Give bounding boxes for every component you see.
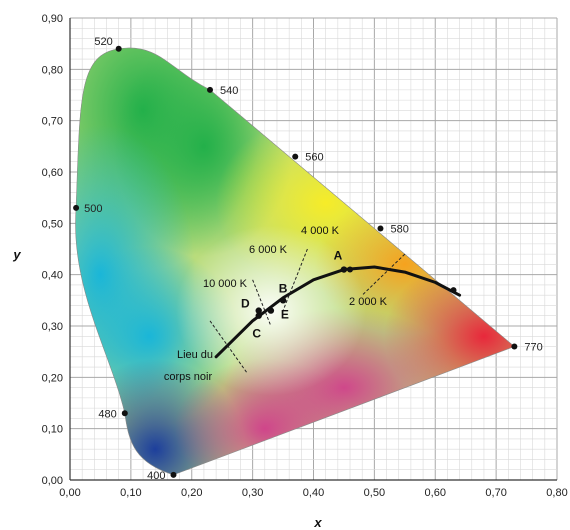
y-tick-label: 0,80: [42, 64, 63, 76]
wavelength-point: [511, 343, 518, 350]
wavelength-point: [292, 153, 299, 160]
wavelength-point: [207, 86, 214, 93]
illuminant-point: [255, 312, 262, 319]
x-tick-label: 0,80: [546, 487, 567, 499]
locus-point: [347, 266, 354, 273]
illuminant-label: E: [281, 308, 289, 322]
x-tick-label: 0,30: [242, 487, 263, 499]
y-tick-label: 0,60: [42, 167, 63, 179]
y-tick-label: 0,40: [42, 270, 63, 282]
wavelength-label: 400: [147, 470, 165, 482]
x-tick-label: 0,40: [303, 487, 324, 499]
isotherm-line: [282, 248, 308, 311]
y-tick-label: 0,00: [42, 475, 63, 487]
locus-point: [450, 287, 457, 294]
illuminant-label: D: [241, 297, 250, 311]
x-tick-label: 0,70: [485, 487, 506, 499]
isotherm-label: 2 000 K: [349, 296, 388, 308]
isotherm-label: 6 000 K: [249, 244, 288, 256]
x-axis-label: x: [313, 515, 322, 530]
marks: 400 480 500 520 540 560 580 770 A B C D E: [73, 36, 543, 482]
illuminant-point: [279, 297, 287, 304]
illuminant-point: [340, 266, 348, 273]
y-tick-label: 0,10: [42, 424, 63, 436]
x-tick-label: 0,20: [181, 487, 202, 499]
illuminant-label: A: [334, 249, 343, 263]
y-axis-label: y: [12, 247, 21, 262]
wavelength-label: 770: [524, 342, 542, 354]
wavelength-point: [170, 471, 177, 478]
illuminant-label: C: [252, 327, 261, 341]
illuminant-label: B: [279, 281, 288, 295]
y-tick-label: 0,90: [42, 13, 63, 25]
axes: 0,00 0,10 0,20 0,30 0,40 0,50 0,60 0,70 0,80 0,00…: [42, 13, 568, 499]
isotherm-label: 10 000 K: [203, 278, 248, 290]
illuminant-point: [255, 307, 262, 314]
wavelength-label: 560: [305, 152, 323, 164]
y-tick-label: 0,30: [42, 321, 63, 333]
locus-label-line2: corps noir: [164, 371, 213, 383]
wavelength-point: [115, 45, 122, 52]
y-tick-label: 0,20: [42, 372, 63, 384]
isotherm-label: 4 000 K: [301, 225, 340, 237]
x-tick-label: 0,10: [120, 487, 141, 499]
x-tick-label: 0,00: [59, 487, 80, 499]
wavelength-label: 540: [220, 85, 238, 97]
locus-label-line1: Lieu du: [177, 349, 213, 361]
illuminant-point: [267, 307, 275, 314]
x-tick-label: 0,60: [425, 487, 446, 499]
isotherm-line: [209, 320, 247, 373]
x-tick-label: 0,50: [364, 487, 385, 499]
y-tick-label: 0,50: [42, 218, 63, 230]
y-tick-label: 0,70: [42, 116, 63, 128]
wavelength-label: 520: [94, 36, 112, 48]
wavelength-label: 480: [98, 408, 116, 420]
wavelength-point: [121, 410, 128, 417]
wavelength-point: [73, 204, 80, 211]
wavelength-label: 500: [84, 203, 102, 215]
isotherm-line: [252, 279, 272, 327]
wavelength-point: [377, 225, 384, 232]
wavelength-label: 580: [390, 223, 408, 235]
